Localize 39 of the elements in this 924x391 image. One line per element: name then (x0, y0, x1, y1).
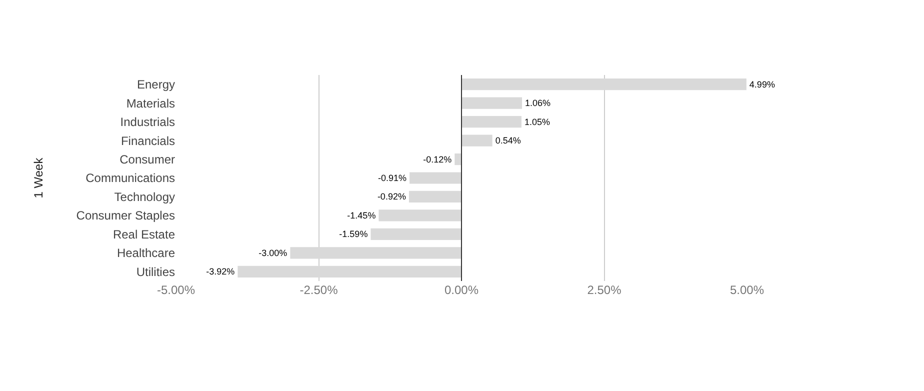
y-tick-label: Financials (120, 134, 175, 148)
y-tick-label: Technology (114, 190, 175, 204)
data-label: -3.92% (206, 266, 235, 277)
data-label: -0.92% (377, 192, 406, 202)
y-tick-label: Consumer Staples (76, 208, 175, 223)
x-tick-label: 0.00% (444, 283, 479, 297)
y-tick-label: Communications (86, 171, 175, 186)
bar (462, 116, 522, 128)
data-label: -0.91% (378, 173, 407, 183)
bar (370, 228, 462, 240)
data-label: -1.45% (347, 210, 376, 220)
data-label: -3.00% (258, 248, 288, 258)
y-tick-label: Materials (126, 96, 175, 110)
bar (410, 172, 462, 184)
data-label: -1.59% (339, 229, 368, 240)
data-label: 4.99% (749, 79, 775, 90)
x-tick-label: -2.50% (300, 283, 338, 297)
bar (238, 266, 462, 278)
y-tick-label: Real Estate (112, 227, 176, 242)
y-axis-title: 1 Week (32, 156, 46, 198)
y-tick-label: Energy (136, 78, 175, 92)
bar (408, 190, 462, 203)
data-label: 1.06% (525, 98, 551, 108)
bar (462, 97, 522, 109)
bar (462, 134, 492, 146)
y-tick-label: Industrials (120, 115, 175, 130)
y-tick-label: Consumer (120, 152, 175, 166)
data-label: 0.54% (495, 136, 521, 146)
x-tick-label: -5.00% (156, 283, 196, 297)
bar (454, 153, 462, 166)
x-tick-label: 2.50% (587, 283, 622, 297)
y-tick-label: Healthcare (116, 246, 176, 260)
y-tick-label: Utilities (136, 264, 175, 279)
data-label: 1.05% (524, 116, 550, 127)
bar (462, 78, 746, 90)
x-tick-label: 5.00% (730, 283, 764, 297)
data-label: -0.12% (423, 154, 452, 164)
bar (378, 210, 462, 222)
bar (290, 247, 462, 259)
